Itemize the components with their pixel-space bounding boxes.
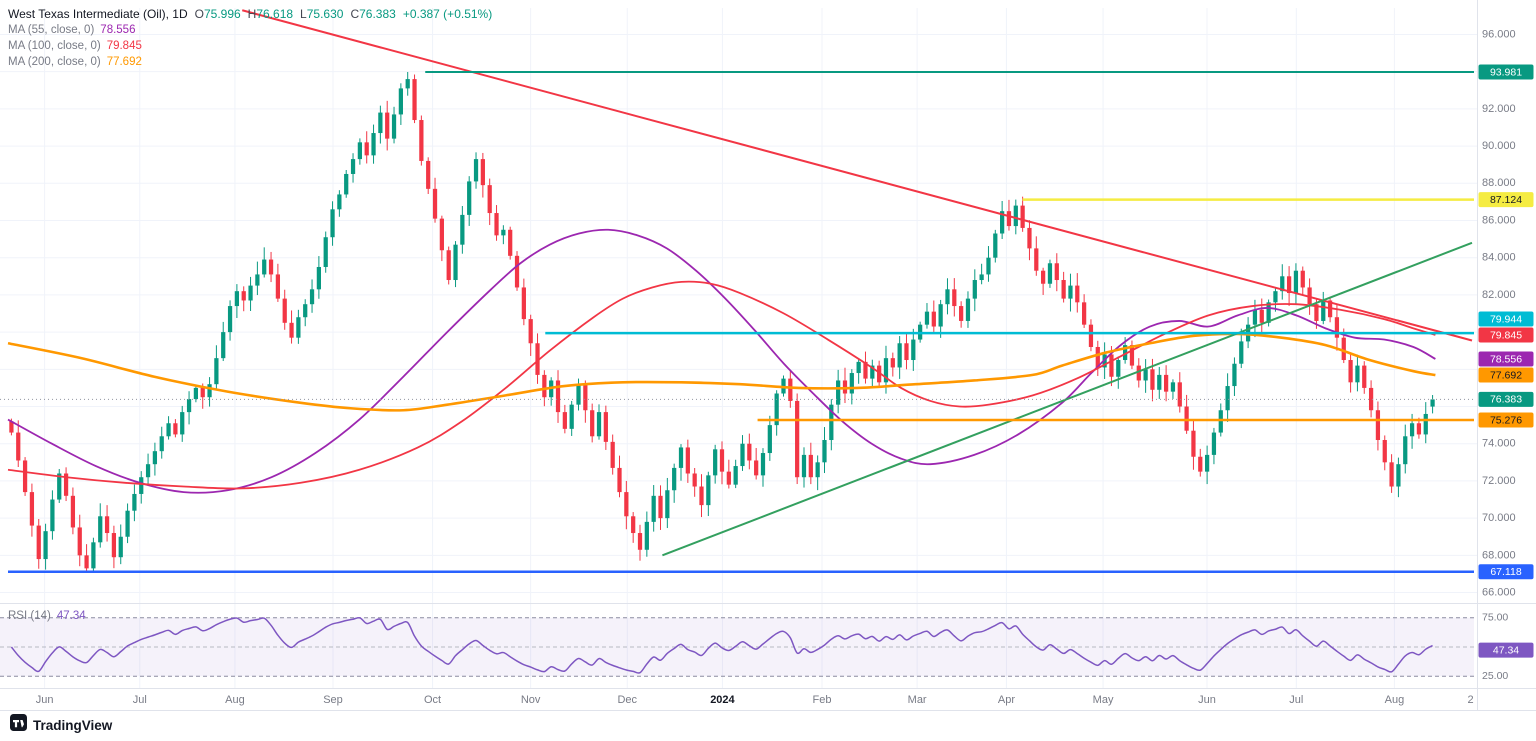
ma-1-line (7, 280, 1436, 490)
indicator-value: 79.845 (106, 40, 142, 52)
open-value: O75.996 (194, 7, 241, 21)
ascending-support (662, 241, 1473, 557)
svg-text:Apr: Apr (998, 694, 1015, 706)
ma-0-line (7, 228, 1436, 494)
time-axis[interactable]: Jun Jul Aug Sep Oct Nov Dec 2024 Feb Mar Apr May Jun… (36, 694, 1474, 706)
svg-text:90.000: 90.000 (1482, 140, 1516, 152)
svg-text:87.124: 87.124 (1490, 194, 1522, 206)
svg-text:86.000: 86.000 (1482, 214, 1516, 226)
svg-text:74.000: 74.000 (1482, 438, 1516, 450)
low-value: L75.630 (300, 7, 344, 21)
svg-text:84.000: 84.000 (1482, 252, 1516, 264)
price-change: +0.387 (+0.51%) (402, 7, 493, 21)
svg-text:Aug: Aug (1385, 694, 1405, 706)
moving-average-lines (7, 228, 1436, 494)
rsi-label: RSI (14) (8, 610, 51, 622)
svg-text:Dec: Dec (617, 694, 637, 706)
svg-text:72.000: 72.000 (1482, 475, 1516, 487)
svg-text:Jul: Jul (133, 694, 147, 706)
svg-text:Oct: Oct (424, 694, 441, 706)
svg-text:Aug: Aug (225, 694, 245, 706)
legend-panel: West Texas Intermediate (Oil), 1D O75.996… (8, 6, 492, 71)
symbol-title[interactable]: West Texas Intermediate (Oil), 1D (8, 7, 188, 21)
svg-text:70.000: 70.000 (1482, 512, 1516, 524)
indicator-label: MA (200, close, 0) (8, 56, 101, 68)
trendlines-layer[interactable] (241, 9, 1473, 557)
indicator-label: MA (55, close, 0) (8, 24, 95, 36)
tradingview-logo-icon (10, 714, 27, 736)
indicator-ma-200[interactable]: MA (200, close, 0) 77.692 (8, 55, 492, 70)
indicator-value: 78.556 (100, 24, 136, 36)
svg-text:75.00: 75.00 (1482, 611, 1508, 623)
ma-2-line (7, 332, 1436, 412)
candles-layer (9, 72, 1435, 573)
svg-text:Jun: Jun (36, 694, 54, 706)
symbol-legend-row: West Texas Intermediate (Oil), 1D O75.996… (8, 6, 492, 22)
close-value: C76.383 (350, 7, 396, 21)
svg-text:67.118: 67.118 (1490, 566, 1521, 578)
levels-layer[interactable] (8, 71, 1474, 574)
svg-text:66.000: 66.000 (1482, 586, 1516, 598)
svg-text:2: 2 (1467, 694, 1473, 706)
indicator-ma-100[interactable]: MA (100, close, 0) 79.845 (8, 39, 492, 54)
svg-text:92.000: 92.000 (1482, 103, 1516, 115)
svg-text:82.000: 82.000 (1482, 289, 1516, 301)
high-value: H76.618 (247, 7, 294, 21)
svg-text:88.000: 88.000 (1482, 177, 1516, 189)
rsi-line (10, 616, 1433, 674)
svg-text:96.000: 96.000 (1482, 28, 1516, 40)
price-scale[interactable] (1477, 0, 1536, 689)
svg-text:May: May (1093, 694, 1114, 706)
time-scale[interactable] (0, 689, 1536, 710)
tradingview-wordmark: TradingView (33, 717, 113, 733)
svg-text:Mar: Mar (908, 694, 927, 706)
svg-text:79.944: 79.944 (1490, 313, 1522, 325)
svg-text:47.34: 47.34 (1493, 644, 1519, 656)
svg-text:78.556: 78.556 (1490, 353, 1522, 365)
indicator-ma-55[interactable]: MA (55, close, 0) 78.556 (8, 23, 492, 38)
svg-text:Sep: Sep (323, 694, 343, 706)
svg-text:77.692: 77.692 (1490, 369, 1522, 381)
rsi-value: 47.34 (56, 610, 86, 622)
svg-text:Feb: Feb (812, 694, 831, 706)
indicator-label: MA (100, close, 0) (8, 40, 101, 52)
svg-text:Jul: Jul (1289, 694, 1303, 706)
tradingview-logo[interactable]: TradingView (10, 714, 112, 736)
svg-text:79.845: 79.845 (1490, 329, 1522, 341)
pane-separators (0, 0, 1536, 711)
svg-text:Jun: Jun (1198, 694, 1216, 706)
svg-text:76.383: 76.383 (1490, 394, 1522, 406)
descending-resistance (241, 9, 1473, 342)
svg-text:Nov: Nov (521, 694, 541, 706)
rsi-pane (0, 616, 1474, 677)
price-axis[interactable]: 66.000 68.000 70.000 72.000 74.000 82.000 84.0… (1478, 28, 1534, 682)
svg-text:75.276: 75.276 (1490, 414, 1522, 426)
indicator-value: 77.692 (106, 56, 142, 68)
svg-text:68.000: 68.000 (1482, 549, 1516, 561)
svg-text:25.00: 25.00 (1482, 670, 1508, 682)
svg-text:93.981: 93.981 (1490, 66, 1522, 78)
indicator-rsi[interactable]: RSI (14) 47.34 (8, 610, 86, 622)
svg-text:2024: 2024 (710, 694, 735, 706)
